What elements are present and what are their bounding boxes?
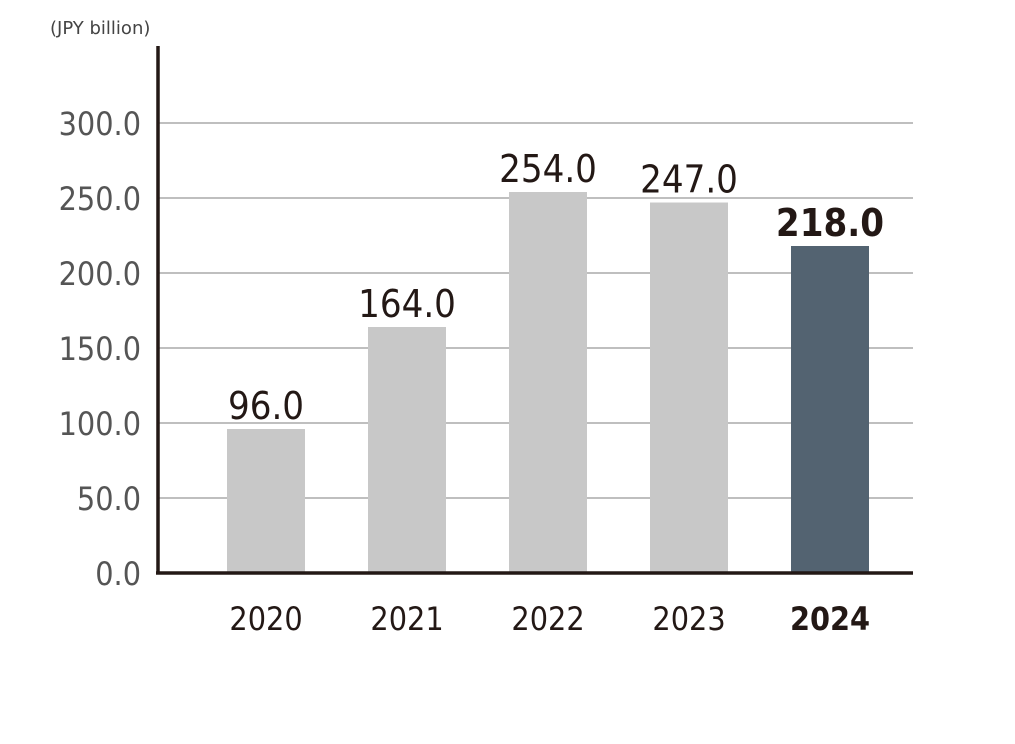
- bar: [368, 327, 446, 573]
- unit-label: (JPY billion): [50, 18, 151, 39]
- x-tick-label: 2024: [790, 600, 870, 638]
- bar: [650, 202, 728, 573]
- y-tick-label: 0.0: [95, 555, 141, 593]
- data-label: 164.0: [358, 282, 456, 326]
- x-tick-label: 2021: [370, 600, 443, 638]
- data-label: 247.0: [640, 158, 738, 202]
- data-label: 218.0: [776, 201, 884, 245]
- x-tick-label: 2022: [511, 600, 584, 638]
- y-tick-label: 50.0: [77, 480, 141, 518]
- bar: [227, 429, 305, 573]
- y-tick-label: 250.0: [59, 180, 141, 218]
- bar: [791, 246, 869, 573]
- x-tick-label: 2023: [652, 600, 725, 638]
- x-tick-label: 2020: [229, 600, 302, 638]
- data-label: 96.0: [228, 384, 304, 428]
- y-tick-label: 300.0: [59, 105, 141, 143]
- y-tick-label: 100.0: [59, 405, 141, 443]
- y-tick-label: 200.0: [59, 255, 141, 293]
- data-label: 254.0: [499, 147, 597, 191]
- bar: [509, 192, 587, 573]
- y-tick-label: 150.0: [59, 330, 141, 368]
